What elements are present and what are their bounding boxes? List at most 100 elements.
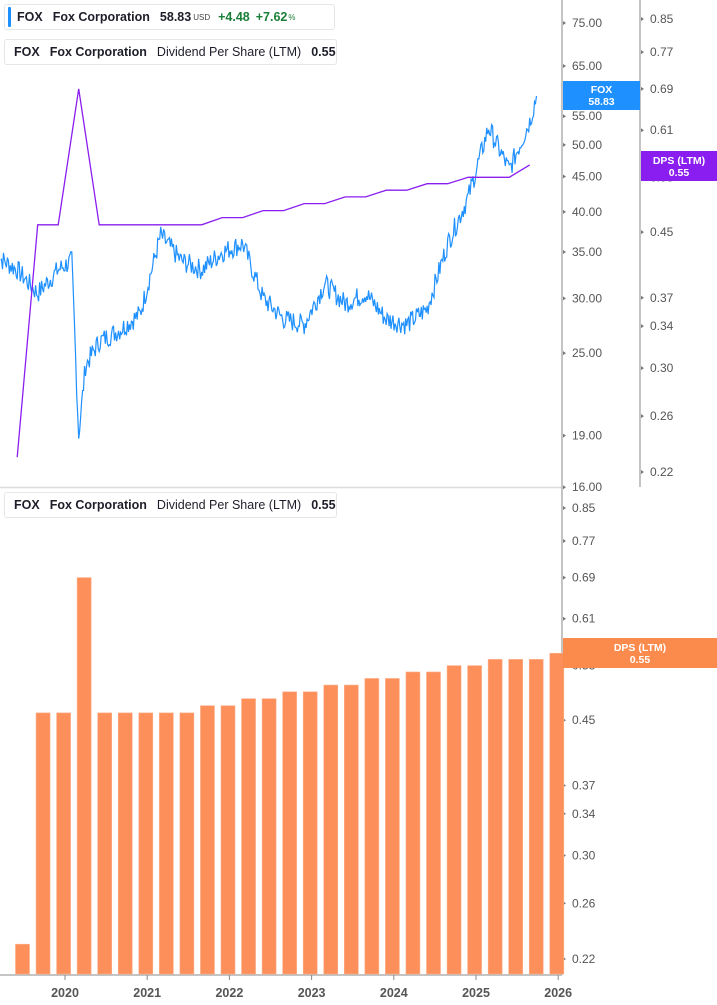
- dps-bar: [528, 659, 544, 975]
- legend-price-change: +4.48: [218, 10, 250, 24]
- dps-bar-tag-value: 0.55: [629, 654, 651, 666]
- dps-bottom-legend[interactable]: FOX Fox Corporation Dividend Per Share (…: [4, 492, 337, 518]
- dps-tick-label: 0.37: [650, 291, 674, 305]
- dps-bar: [405, 671, 421, 975]
- legend-dps-value: 0.55: [311, 45, 336, 59]
- dps-bar-tick-label: 0.22: [572, 952, 596, 966]
- dps-bar: [97, 712, 112, 975]
- tick-mark: [563, 209, 566, 214]
- tick-mark: [641, 50, 644, 55]
- dps-bar: [385, 678, 400, 975]
- dps-bar: [282, 691, 297, 975]
- tick-mark: [641, 470, 644, 475]
- dps-tick-label: 0.85: [650, 12, 674, 26]
- legend-price-value: 58.83: [159, 10, 192, 24]
- x-tick-label: 2020: [51, 986, 79, 1000]
- dps-bar: [426, 671, 441, 975]
- dps-bar: [179, 712, 195, 975]
- dps-tag-value: 0.55: [668, 167, 690, 179]
- tick-mark: [563, 64, 566, 69]
- x-tick-label: 2024: [380, 986, 408, 1000]
- dps-tick-label: 0.26: [650, 409, 674, 423]
- dps-bar: [15, 943, 30, 975]
- tick-mark: [641, 86, 644, 91]
- dps-tag-label: DPS (LTM): [652, 155, 706, 167]
- tick-mark: [641, 414, 644, 419]
- x-tick-label: 2025: [462, 986, 490, 1000]
- price-tick-label: 40.00: [572, 205, 602, 219]
- dps-bar-tick-label: 0.85: [572, 501, 596, 515]
- tick-mark: [641, 128, 644, 133]
- price-tick-label: 50.00: [572, 138, 602, 152]
- tick-mark: [641, 17, 644, 21]
- dps-tick-label: 0.30: [650, 361, 674, 375]
- price-tick-label: 65.00: [572, 59, 602, 73]
- tick-mark: [563, 433, 566, 438]
- tick-mark: [563, 506, 566, 510]
- price-tag-label: FOX: [590, 84, 613, 96]
- dps-bar: [200, 705, 215, 975]
- x-tick-label: 2023: [298, 986, 326, 1000]
- legend-pct-sign: %: [288, 12, 296, 22]
- dps-tick-label: 0.77: [650, 45, 674, 59]
- dps-bar: [549, 652, 565, 975]
- dps-bar: [138, 712, 154, 975]
- tick-mark: [563, 250, 566, 255]
- price-legend[interactable]: FOX Fox Corporation 58.83 USD +4.48 +7.6…: [4, 4, 335, 30]
- tick-mark: [563, 174, 566, 179]
- legend-ticker: FOX: [14, 45, 40, 59]
- tick-mark: [563, 575, 566, 580]
- dps-bar: [364, 678, 380, 975]
- legend-ticker: FOX: [14, 498, 40, 512]
- dps-bar: [323, 684, 339, 975]
- price-tick-label: 35.00: [572, 245, 602, 259]
- tick-mark: [563, 538, 566, 543]
- price-tick-label: 75.00: [572, 16, 602, 30]
- dps-bar: [241, 698, 256, 975]
- price-tick-label: 45.00: [572, 170, 602, 184]
- tick-mark: [641, 295, 644, 300]
- x-tick-label: 2022: [215, 986, 243, 1000]
- dps-tick-label: 0.69: [650, 82, 674, 96]
- dps-bar: [220, 705, 236, 975]
- price-tick-label: 30.00: [572, 291, 602, 305]
- dps-bar: [35, 712, 51, 975]
- dps-bar: [508, 659, 524, 975]
- price-tag-value: 58.83: [588, 96, 615, 108]
- dps-tick-label: 0.22: [650, 465, 674, 479]
- price-tick-label: 25.00: [572, 346, 602, 360]
- tick-mark: [563, 351, 566, 356]
- price-axis-tag: FOX 58.83: [563, 81, 640, 110]
- tick-mark: [563, 142, 566, 147]
- dps-bar: [446, 665, 462, 975]
- legend-company-name: Fox Corporation: [52, 10, 150, 24]
- legend-price-change-pct: +7.62: [255, 10, 288, 24]
- legend-company-name: Fox Corporation: [49, 45, 147, 59]
- tick-mark: [563, 296, 566, 301]
- dps-bar: [261, 698, 277, 975]
- dps-line: [16, 88, 531, 458]
- tick-mark: [641, 366, 644, 371]
- dps-bar-tick-label: 0.34: [572, 807, 596, 821]
- dps-bar: [159, 712, 174, 975]
- dps-bar-tick-label: 0.45: [572, 713, 596, 727]
- legend-metric: Dividend Per Share (LTM): [156, 498, 302, 512]
- dps-top-legend[interactable]: FOX Fox Corporation Dividend Per Share (…: [4, 39, 337, 65]
- dps-bar: [467, 665, 482, 975]
- legend-dps-value: 0.55: [311, 498, 336, 512]
- x-tick-label: 2021: [133, 986, 161, 1000]
- dps-bottom-axis-tag: DPS (LTM) 0.55: [563, 638, 717, 668]
- dps-bar-tick-label: 0.61: [572, 612, 596, 626]
- price-tick-label: 16.00: [572, 480, 602, 494]
- dps-tick-label: 0.45: [650, 225, 674, 239]
- dps-tick-label: 0.34: [650, 319, 674, 333]
- tick-mark: [563, 485, 566, 490]
- tick-mark: [563, 616, 566, 621]
- x-tick-label: 2026: [544, 986, 572, 1000]
- price-tick-label: 19.00: [572, 429, 602, 443]
- legend-metric: Dividend Per Share (LTM): [156, 45, 302, 59]
- dps-top-axis-tag: DPS (LTM) 0.55: [641, 151, 717, 181]
- dps-bar-tag-label: DPS (LTM): [613, 642, 667, 654]
- dps-bar-tick-label: 0.30: [572, 849, 596, 863]
